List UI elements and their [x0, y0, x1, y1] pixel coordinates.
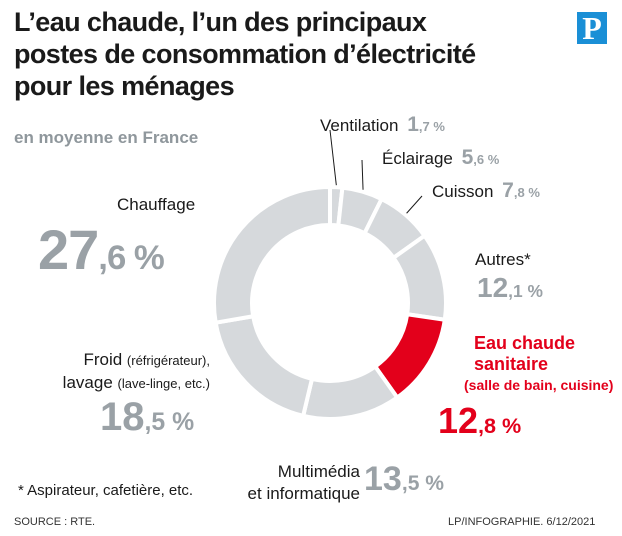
value-cuisson: 7,8 %: [502, 179, 540, 202]
label-multimedia-line2: et informatique: [247, 484, 360, 503]
label-eau-chaude-line1: Eau chaude: [474, 333, 576, 353]
value-eau-chaude: 12,8 %: [438, 400, 522, 441]
title-line-1: L’eau chaude, l’un des principaux: [14, 7, 427, 37]
label-froid-detail: (réfrigérateur),: [126, 353, 210, 368]
label-eclairage: Éclairage 5,6 %: [382, 146, 500, 170]
title-line-2: postes de consommation d’électricité: [14, 39, 476, 69]
label-chauffage: Chauffage: [117, 195, 196, 214]
label-multimedia: Multimédia et informatique: [242, 461, 360, 505]
leader-line-2: [406, 195, 423, 214]
slice-5: [301, 364, 400, 421]
value-ventilation: 1,7 %: [407, 113, 445, 136]
leader-line-1: [361, 159, 364, 190]
label-multimedia-line1: Multimédia: [277, 462, 360, 481]
logo-letter: P: [582, 10, 602, 46]
label-eau-chaude: Eau chaude sanitaire: [474, 333, 575, 375]
value-autres: 12,1 %: [477, 272, 543, 303]
credit: LP/INFOGRAPHIE. 6/12/2021: [448, 516, 596, 528]
title-line-3: pour les ménages: [14, 71, 235, 101]
label-eau-chaude-detail: (salle de bain, cuisine): [464, 377, 614, 393]
value-froid-lavage: 18,5 %: [100, 395, 195, 439]
source: SOURCE : RTE.: [14, 516, 96, 528]
page-title: L’eau chaude, l’un des principaux postes…: [14, 6, 574, 102]
label-cuisson: Cuisson 7,8 %: [432, 179, 540, 203]
label-cuisson-name: Cuisson: [432, 182, 494, 201]
label-eclairage-name: Éclairage: [382, 149, 453, 168]
label-froid-lavage: Froid (réfrigérateur), lavage (lave-ling…: [14, 349, 210, 395]
value-multimedia: 13,5 %: [364, 460, 445, 498]
label-ventilation: Ventilation 1,7 %: [320, 113, 445, 137]
label-ventilation-name: Ventilation: [320, 116, 399, 135]
le-parisien-logo: P: [577, 10, 607, 46]
label-lavage: lavage: [62, 373, 113, 392]
leader-line-0: [329, 129, 337, 186]
slice-7: [212, 185, 332, 325]
subtitle: en moyenne en France: [14, 128, 199, 147]
label-eau-chaude-line2: sanitaire: [474, 354, 549, 374]
footnote: * Aspirateur, cafetière, etc.: [18, 482, 194, 499]
value-eclairage: 5,6 %: [461, 146, 500, 169]
label-lavage-detail: (lave-linge, etc.): [117, 376, 210, 391]
label-autres: Autres*: [475, 250, 531, 269]
leader-lines: [329, 129, 423, 214]
slice-6: [213, 314, 314, 418]
donut-slices: [212, 185, 448, 421]
value-chauffage: 27,6 %: [38, 218, 165, 281]
label-froid: Froid: [83, 350, 123, 369]
